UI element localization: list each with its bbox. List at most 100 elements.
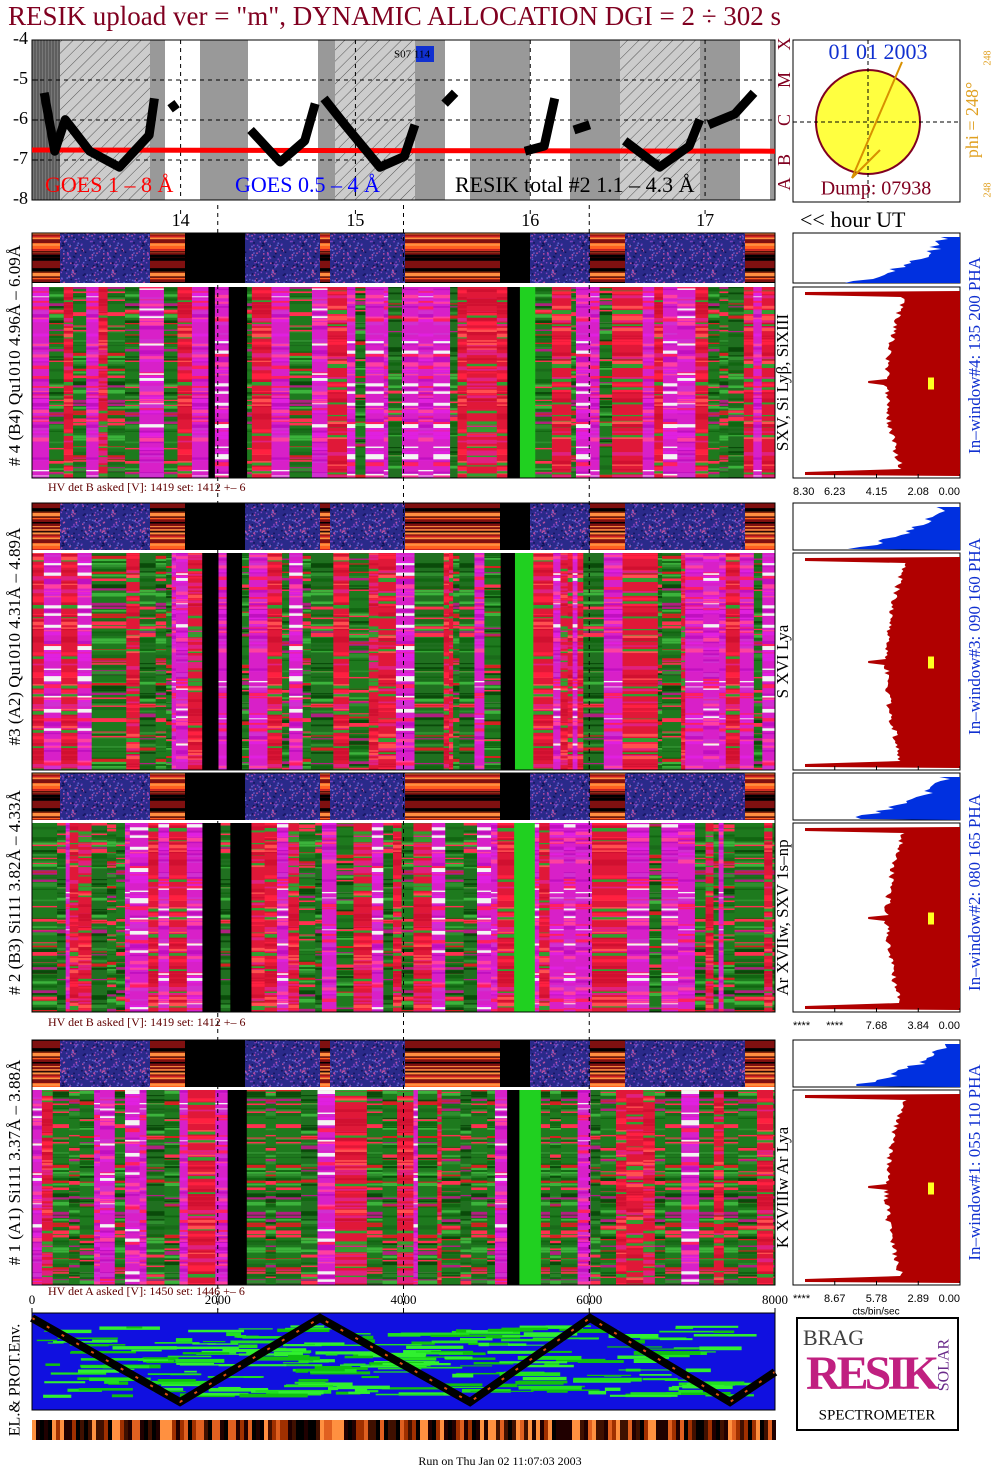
env-texture [304,1343,315,1346]
spectrogram-texture [496,287,508,478]
spectrogram-texture [550,1090,562,1285]
hist-tick-label: 7.68 [866,1020,887,1032]
spectrogram-texture [708,287,720,478]
spectrogram-texture [629,287,644,478]
env-strip [60,1420,64,1440]
spectrogram-texture [753,823,765,1012]
env-texture [523,1332,578,1336]
env-texture [287,1354,310,1359]
spectrogram-texture [355,287,366,478]
env-strip [200,1420,204,1440]
spectrogram-texture [703,553,720,770]
env-strip [96,1420,100,1440]
env-texture [256,1353,295,1355]
env-texture [57,1337,118,1339]
env-texture [431,1340,478,1344]
env-texture [361,1375,379,1379]
strip-texture [320,1040,330,1087]
env-texture [52,1329,92,1334]
strip-texture [500,1040,530,1087]
strip-texture [500,503,530,550]
hist-tick-label: 0.00 [939,1293,960,1305]
spectrogram-texture [723,823,736,1012]
env-strip [204,1420,208,1440]
strip-texture [150,773,168,820]
spectrogram-texture [99,1090,116,1285]
env-texture [577,1360,624,1363]
spectrogram-texture [107,287,126,478]
env-texture [43,1394,72,1398]
class-label: A [774,178,794,191]
env-strip [504,1420,508,1440]
spectrogram-texture [202,553,211,770]
spectrogram-texture [572,553,578,770]
env-texture [296,1368,345,1372]
env-strip [300,1420,304,1440]
strip-texture [530,233,590,283]
env-texture [175,1338,193,1342]
env-strip [172,1420,176,1440]
env-strip [516,1420,520,1440]
spectrogram-texture [378,553,397,770]
env-texture [175,1358,225,1363]
env-strip [572,1420,576,1440]
env-texture [126,1326,143,1329]
spectrogram-texture [575,823,593,1012]
env-strip [672,1420,676,1440]
spectrogram-texture [251,823,266,1012]
hv-info: HV det A asked [V]: 1450 set: 1446 +– 6 [48,1284,245,1298]
env-texture [360,1365,427,1368]
spectrogram-texture [441,287,451,478]
spectrogram-texture [772,823,776,1012]
env-texture [508,1343,527,1346]
spectrogram-texture [171,553,177,770]
spectrogram-texture [446,1090,461,1285]
env-strip [236,1420,240,1440]
env-texture [246,1351,259,1355]
spectrogram-texture [734,823,754,1012]
spectrogram-texture [242,553,250,770]
hist-tick-label: 8.30 [793,486,814,498]
spectrogram-texture [507,1090,514,1285]
env-strip [720,1420,724,1440]
env-texture [444,1356,473,1360]
env-strip [240,1420,244,1440]
spectrogram-texture [661,823,679,1012]
env-strip [140,1420,144,1440]
env-texture [452,1373,474,1378]
env-strip [380,1420,384,1440]
spectrogram-texture [539,823,551,1012]
spectrogram-texture [265,1090,273,1285]
annotation-box [416,46,434,62]
spectrogram-texture [738,1090,758,1285]
panel-window: In–window#2: 080 165 PHA [965,793,984,991]
spectrogram-texture [237,1090,248,1285]
logo-main: RESIK [806,1347,939,1400]
env-texture [208,1387,269,1392]
env-strip [700,1420,704,1440]
env-strip [452,1420,456,1440]
logo-side: SOLAR [936,1338,953,1391]
strip-texture [405,1040,500,1087]
spectrogram-texture [275,1090,290,1285]
env-texture [705,1394,754,1397]
strip-texture [330,773,405,820]
spectrogram-texture [298,287,313,478]
spectrogram-texture [327,553,334,770]
env-texture [142,1357,179,1361]
env-strip [472,1420,476,1440]
strip-texture [185,1040,245,1087]
env-texture [89,1377,151,1382]
env-texture [664,1379,702,1381]
env-strip [360,1420,364,1440]
spectrogram-texture [417,1090,438,1285]
spectrogram-texture [756,1090,768,1285]
env-texture [207,1376,264,1378]
spectrogram-texture [177,287,193,478]
env-texture [298,1382,353,1387]
spectrogram-texture [124,287,140,478]
env-strip [648,1420,652,1440]
env-strip [112,1420,116,1440]
x-axis-label: << hour UT [800,207,906,232]
